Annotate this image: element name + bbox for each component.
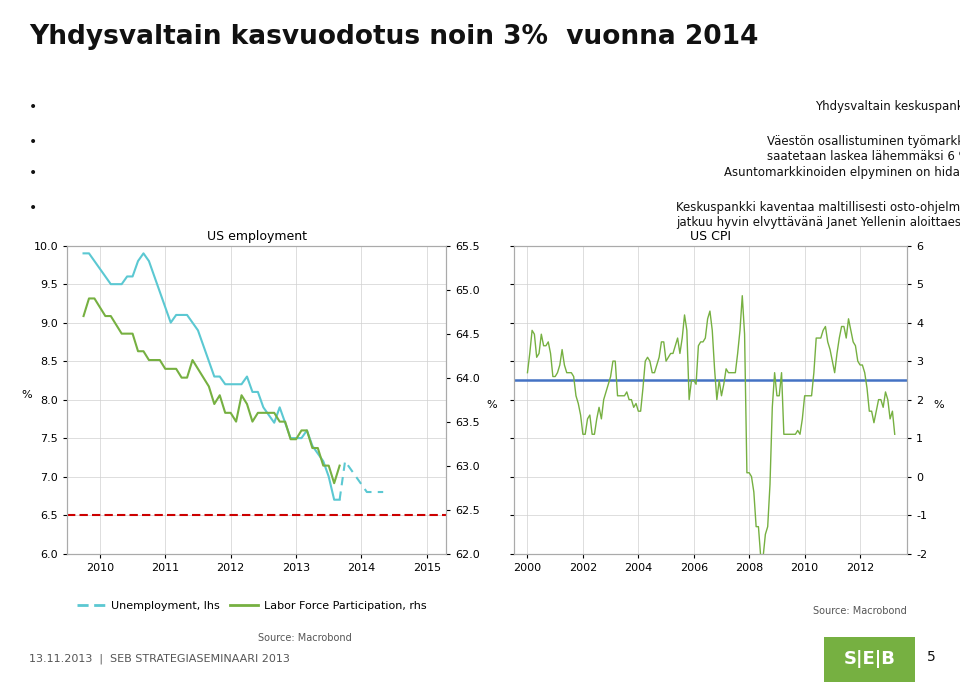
Text: Source: Macrobond: Source: Macrobond (258, 633, 351, 643)
Text: Keskuspankki kaventaa maltillisesti osto-ohjelmia (tapering), ohjauskorkoa ei no: Keskuspankki kaventaa maltillisesti osto… (676, 201, 960, 228)
Text: Väestön osallistuminen työmarkkinoille on laskenut, mikä on alentanut työttömyyy: Väestön osallistuminen työmarkkinoille o… (767, 135, 960, 163)
Text: Yhdysvaltain kasvuodotus noin 3%  vuonna 2014: Yhdysvaltain kasvuodotus noin 3% vuonna … (29, 24, 758, 51)
Legend: Unemployment, lhs, Labor Force Participation, rhs: Unemployment, lhs, Labor Force Participa… (73, 596, 431, 615)
Text: Source: Macrobond: Source: Macrobond (813, 606, 907, 615)
Text: •: • (29, 100, 37, 114)
Text: •: • (29, 201, 37, 215)
Text: Asuntomarkkinoiden elpyminen on hidastunut viimeiaikaisen korkojen nousun johdos: Asuntomarkkinoiden elpyminen on hidastun… (724, 166, 960, 179)
Y-axis label: %: % (21, 390, 32, 400)
Title: US CPI: US CPI (690, 230, 731, 243)
Text: •: • (29, 135, 37, 149)
Title: US employment: US employment (206, 230, 307, 243)
Y-axis label: %: % (933, 400, 944, 410)
Text: 13.11.2013  |  SEB STRATEGIASEMINAARI 2013: 13.11.2013 | SEB STRATEGIASEMINAARI 2013 (29, 654, 290, 664)
Y-axis label: %: % (486, 400, 496, 410)
Text: Yhdysvaltain keskuspankin asettamat tavoitteet: työttömyysaste 6,5 % tai alle, i: Yhdysvaltain keskuspankin asettamat tavo… (815, 100, 960, 113)
Text: •: • (29, 166, 37, 180)
Text: S|E|B: S|E|B (843, 650, 896, 668)
Text: 5: 5 (927, 650, 936, 664)
